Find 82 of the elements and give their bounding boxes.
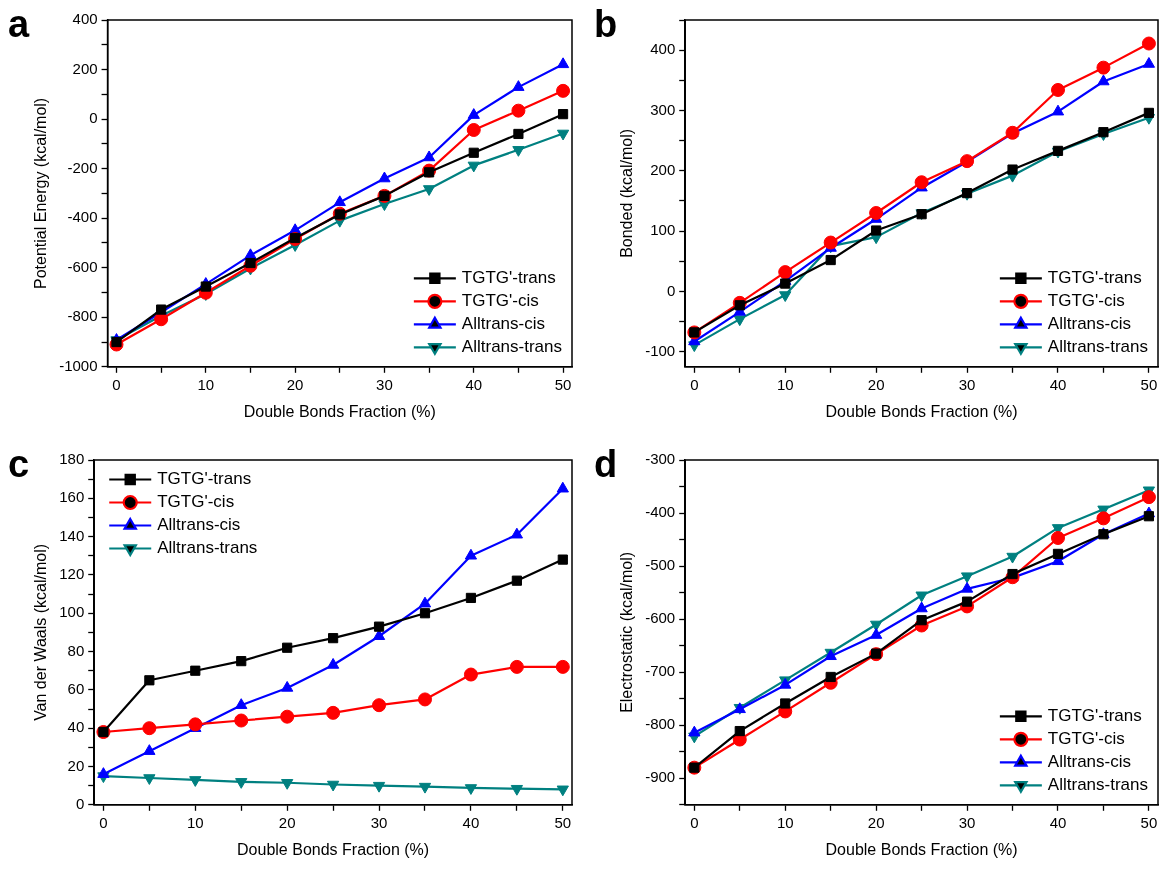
y-tick-label: -300 [645,450,676,468]
legend-label: TGTG'-trans [1047,705,1142,725]
x-tick-label: 0 [690,375,699,393]
x-tick-label: 30 [370,813,388,831]
y-tick-label: -800 [67,307,98,325]
y-tick-label: 60 [67,680,85,698]
y-tick-label: 0 [666,281,676,299]
y-tick-label: 20 [67,756,85,774]
y-axis-title: Electrostatic (kcal/mol) [618,551,636,713]
y-tick-label: 100 [59,603,85,621]
y-axis-title: Bonded (kcal/mol) [618,128,636,258]
chart-title: a [8,3,30,46]
legend-label: TGTG'-trans [1047,267,1142,287]
legend-label: TGTG'-cis [1047,290,1125,310]
legend-label: TGTG'-trans [461,267,556,287]
y-tick-label: -900 [645,768,676,786]
y-tick-label: 300 [650,100,676,118]
legend-label: Alltrans-trans [1047,774,1148,794]
x-tick-label: 50 [1140,375,1158,393]
x-tick-label: 10 [197,375,215,393]
y-tick-label: -800 [645,715,676,733]
y-tick-label: 0 [89,109,98,127]
y-tick-label: -400 [645,503,676,521]
x-tick-label: 50 [554,813,572,831]
y-tick-label: -600 [67,257,98,275]
legend-label: Alltrans-trans [157,538,258,558]
x-tick-label: 0 [112,375,121,393]
y-axis-title: Van der Waals (kcal/mol) [32,543,50,721]
y-tick-label: 180 [59,450,85,468]
y-tick-label: 140 [59,526,85,544]
legend-label: Alltrans-cis [461,313,545,333]
y-tick-label: -200 [67,158,98,176]
x-tick-label: 30 [376,375,393,393]
x-tick-label: 10 [776,375,794,393]
chart-title: c [8,443,30,486]
x-tick-label: 40 [1049,375,1067,393]
x-tick-label: 20 [867,813,885,831]
y-tick-label: 40 [67,718,85,736]
legend-label: TGTG'-trans [157,469,252,489]
legend-label: Alltrans-cis [157,515,241,535]
chart-title: b [594,3,618,46]
x-tick-label: 10 [776,813,794,831]
y-tick-label: -1000 [59,356,98,374]
y-tick-label: 200 [650,160,676,178]
legend-label: Alltrans-cis [1047,313,1131,333]
x-tick-label: 0 [690,813,699,831]
legend-label: Alltrans-trans [1047,336,1148,356]
y-tick-label: -100 [645,341,676,359]
y-tick-label: 120 [59,565,85,583]
x-tick-label: 10 [186,813,204,831]
x-tick-label: 40 [465,375,483,393]
legend-label: TGTG'-cis [1047,728,1125,748]
y-tick-label: 160 [59,488,85,506]
y-tick-label: 100 [650,221,676,239]
y-tick-label: -600 [645,609,676,627]
x-tick-label: 40 [1049,813,1067,831]
x-tick-label: 50 [554,375,572,393]
x-axis-title: Double Bonds Fraction (%) [825,840,1018,858]
y-tick-label: 200 [72,59,98,77]
x-tick-label: 30 [958,813,976,831]
y-tick-label: 80 [67,641,85,659]
x-tick-label: 20 [867,375,885,393]
y-tick-label: -700 [645,662,676,680]
legend-label: TGTG'-cis [461,290,539,310]
y-tick-label: 400 [72,10,98,28]
x-axis-title: Double Bonds Fraction (%) [825,402,1018,420]
y-tick-label: 0 [75,794,85,812]
y-tick-label: -500 [645,556,676,574]
x-axis-title: Double Bonds Fraction (%) [243,402,436,420]
x-tick-label: 40 [462,813,480,831]
legend-label: TGTG'-cis [157,492,235,512]
y-tick-label: -400 [67,208,98,226]
x-axis-title: Double Bonds Fraction (%) [237,840,430,858]
legend-label: Alltrans-cis [1047,751,1131,771]
x-tick-label: 20 [278,813,296,831]
x-tick-label: 30 [958,375,976,393]
x-tick-label: 50 [1140,813,1158,831]
chart-title: d [594,443,618,486]
y-axis-title: Potential Energy (kcal/mol) [32,97,50,289]
legend-label: Alltrans-trans [461,336,562,356]
y-tick-label: 400 [650,40,676,58]
x-tick-label: 20 [286,375,304,393]
